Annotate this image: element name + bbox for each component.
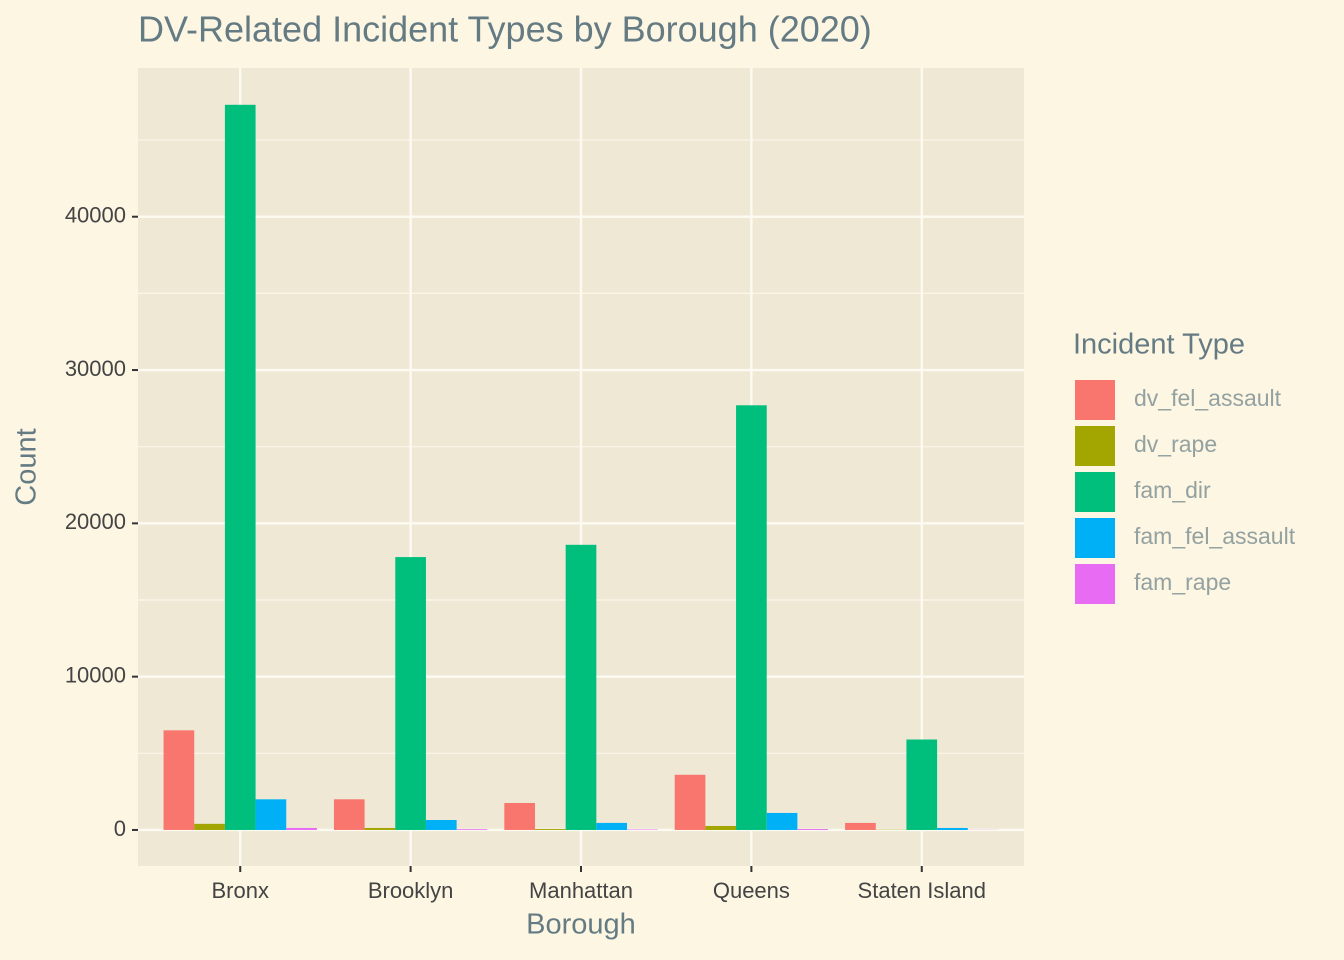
legend-swatch xyxy=(1075,564,1115,604)
legend-title: Incident Type xyxy=(1073,329,1245,361)
y-tick-label: 20000 xyxy=(65,509,126,534)
bar xyxy=(163,730,195,830)
bar xyxy=(194,823,225,830)
bar xyxy=(845,822,876,830)
y-axis-title: Count xyxy=(11,428,43,505)
bar xyxy=(224,104,256,830)
bar xyxy=(766,812,798,830)
y-tick-label: 30000 xyxy=(65,356,126,381)
bar xyxy=(937,827,968,830)
legend-swatch xyxy=(1075,518,1115,558)
bar xyxy=(395,557,426,830)
bar xyxy=(906,739,938,830)
bar xyxy=(705,825,737,830)
legend-label: dv_fel_assault xyxy=(1134,385,1282,411)
bar xyxy=(736,405,767,830)
x-tick-label: Bronx xyxy=(211,878,268,903)
legend-label: fam_dir xyxy=(1134,477,1211,503)
bar xyxy=(286,827,317,830)
bar xyxy=(565,544,597,830)
y-tick-label: 10000 xyxy=(65,662,126,687)
legend-swatch xyxy=(1075,426,1115,466)
bar xyxy=(596,822,628,830)
chart-title: DV-Related Incident Types by Borough (20… xyxy=(138,9,872,50)
legend-swatch xyxy=(1075,472,1115,512)
y-tick-label: 40000 xyxy=(65,203,126,228)
bar xyxy=(504,802,535,830)
bar xyxy=(255,799,287,830)
x-tick-label: Staten Island xyxy=(858,878,986,903)
x-tick-label: Manhattan xyxy=(529,878,633,903)
bar xyxy=(456,829,488,830)
bar xyxy=(674,774,706,830)
bar xyxy=(797,829,829,830)
legend-label: fam_fel_assault xyxy=(1134,523,1296,549)
legend-swatch xyxy=(1075,380,1115,420)
x-tick-label: Brooklyn xyxy=(368,878,454,903)
x-axis-title: Borough xyxy=(526,909,636,941)
bar xyxy=(364,827,396,830)
y-tick-label: 0 xyxy=(114,816,126,841)
legend-label: fam_rape xyxy=(1134,569,1231,595)
bar xyxy=(534,829,566,830)
x-tick-label: Queens xyxy=(713,878,790,903)
bar xyxy=(425,820,457,830)
legend-label: dv_rape xyxy=(1134,431,1217,457)
bar xyxy=(333,799,365,830)
